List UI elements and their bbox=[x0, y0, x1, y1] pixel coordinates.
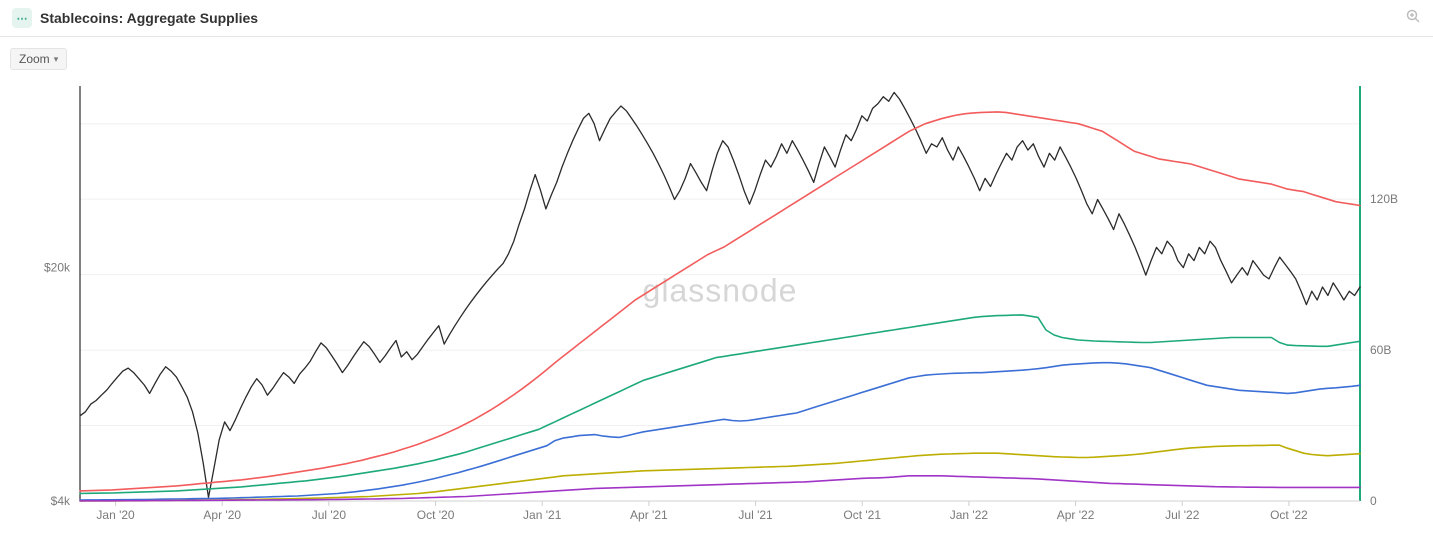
svg-text:Apr '22: Apr '22 bbox=[1057, 508, 1095, 522]
svg-text:Jan '20: Jan '20 bbox=[96, 508, 135, 522]
series-usdc bbox=[80, 363, 1360, 500]
svg-text:Apr '21: Apr '21 bbox=[630, 508, 668, 522]
svg-text:Jan '21: Jan '21 bbox=[523, 508, 562, 522]
line-chart-svg: Jan '20 Apr '20 Jul '20 Oct '20 Jan '21 Apr '… bbox=[0, 81, 1433, 550]
svg-text:Jul '22: Jul '22 bbox=[1165, 508, 1200, 522]
chevron-down-icon: ▾ bbox=[54, 54, 59, 65]
expand-icon[interactable] bbox=[1405, 8, 1421, 24]
svg-text:Oct '20: Oct '20 bbox=[417, 508, 455, 522]
svg-text:120B: 120B bbox=[1370, 192, 1398, 206]
zoom-dropdown[interactable]: Zoom ▾ bbox=[10, 48, 67, 70]
page-title: Stablecoins: Aggregate Supplies bbox=[40, 10, 258, 26]
chart-area[interactable]: Jan '20 Apr '20 Jul '20 Oct '20 Jan '21 Apr '… bbox=[0, 81, 1433, 550]
svg-text:Jul '21: Jul '21 bbox=[738, 508, 773, 522]
svg-text:Jul '20: Jul '20 bbox=[312, 508, 347, 522]
svg-text:0: 0 bbox=[1370, 494, 1377, 508]
svg-text:60B: 60B bbox=[1370, 343, 1391, 357]
series-busd bbox=[80, 445, 1360, 501]
svg-text:Apr '20: Apr '20 bbox=[203, 508, 241, 522]
svg-text:Jan '22: Jan '22 bbox=[950, 508, 989, 522]
series-usdt bbox=[80, 315, 1360, 494]
zoom-label: Zoom bbox=[19, 52, 50, 66]
svg-text:Oct '21: Oct '21 bbox=[843, 508, 881, 522]
svg-text:Oct '22: Oct '22 bbox=[1270, 508, 1308, 522]
svg-text:$20k: $20k bbox=[44, 261, 71, 275]
svg-text:$4k: $4k bbox=[51, 494, 71, 508]
svg-text:glassnode: glassnode bbox=[643, 273, 798, 309]
app-logo-icon: ⋯ bbox=[12, 8, 32, 28]
